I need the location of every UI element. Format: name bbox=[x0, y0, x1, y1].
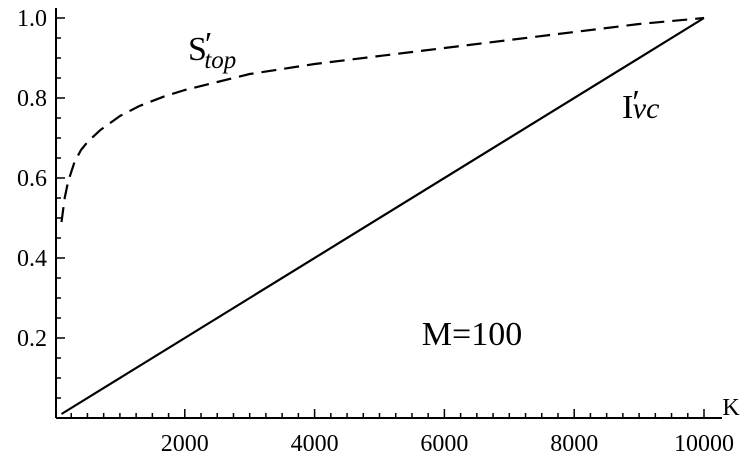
x-axis: 2000 4000 6000 8000 10000 K bbox=[56, 395, 740, 457]
y-tick-label: 0.6 bbox=[17, 166, 47, 192]
x-axis-label: K bbox=[722, 395, 740, 421]
series-label-stop: S′top bbox=[188, 26, 236, 74]
series-label-ivc: I′vc bbox=[622, 84, 659, 126]
x-ticks bbox=[70, 409, 705, 418]
y-tick-label: 1.0 bbox=[17, 6, 47, 32]
y-tick-label: 0.8 bbox=[17, 86, 47, 112]
series-label-stop-prime: ′ bbox=[205, 26, 212, 63]
y-ticks bbox=[56, 17, 65, 399]
y-tick-label: 0.2 bbox=[17, 326, 47, 352]
x-tick-label: 6000 bbox=[420, 431, 468, 457]
series-label-stop-main: S bbox=[188, 31, 207, 68]
series-label-ivc-prime: ′ bbox=[632, 84, 639, 121]
x-tick-label: 10000 bbox=[674, 431, 734, 457]
series-label-stop-sub: top bbox=[204, 47, 236, 74]
y-tick-label: 0.4 bbox=[17, 246, 47, 272]
y-axis: 0.2 0.4 0.6 0.8 1.0 bbox=[17, 6, 65, 418]
x-tick-label: 2000 bbox=[161, 431, 209, 457]
series-label-ivc-main: I bbox=[622, 89, 633, 126]
series-group bbox=[60, 16, 705, 415]
series-line-stop bbox=[60, 16, 705, 223]
x-tick-label: 4000 bbox=[291, 431, 339, 457]
series-label-ivc-sub: vc bbox=[633, 92, 660, 125]
y-tick-labels: 0.2 0.4 0.6 0.8 1.0 bbox=[17, 6, 47, 352]
annotation-m: M=100 bbox=[422, 316, 522, 353]
x-tick-labels: 2000 4000 6000 8000 10000 bbox=[161, 431, 734, 457]
series-line-ivc bbox=[60, 17, 705, 415]
x-tick-label: 8000 bbox=[550, 431, 598, 457]
